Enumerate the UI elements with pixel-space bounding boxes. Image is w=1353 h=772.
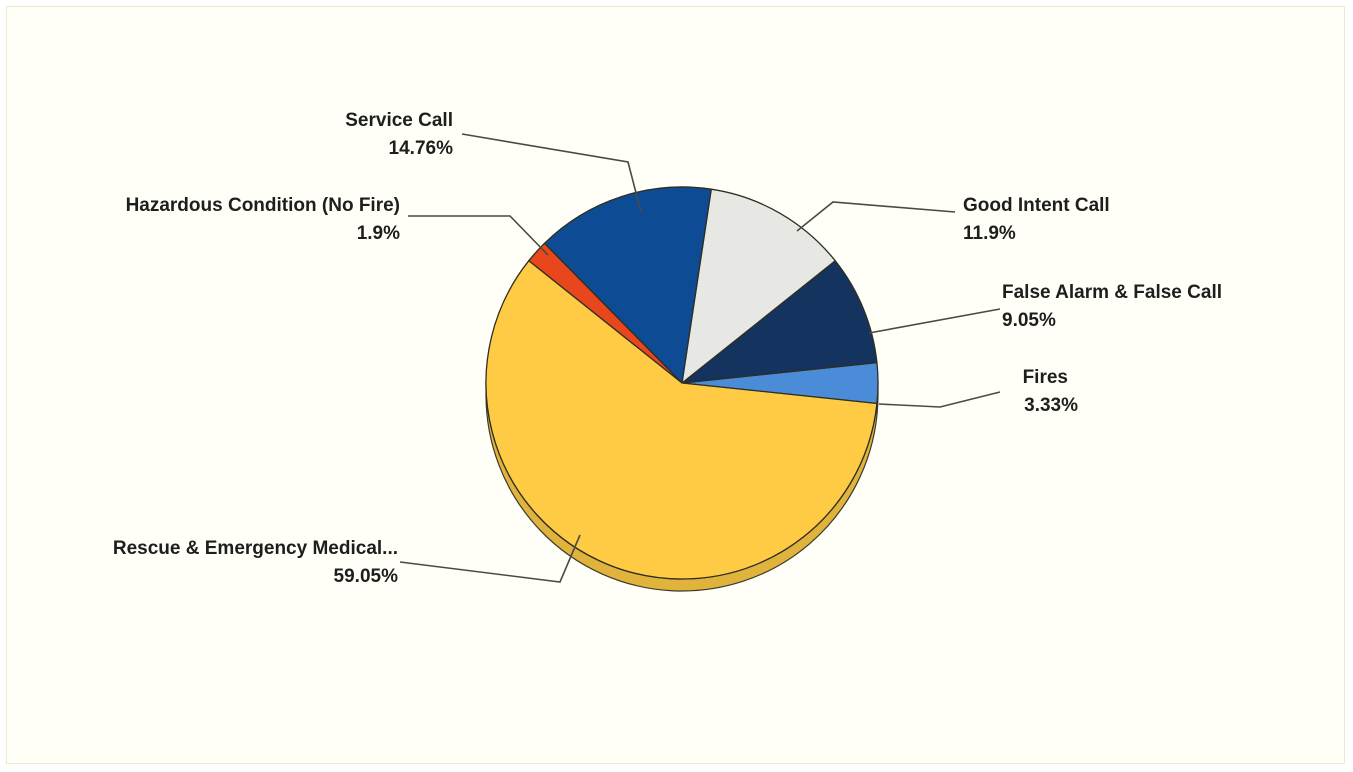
leader-line <box>796 201 956 232</box>
slice-label-value: 3.33% <box>1024 395 1078 416</box>
slice-label-name: Service Call <box>345 110 453 131</box>
slice-label-value: 11.9% <box>963 223 1016 244</box>
slice-labels: Fires 3.33% False Alarm & False Call 9.05% G… <box>113 110 1222 587</box>
pie-slice <box>485 260 878 580</box>
slice-label-value: 59.05% <box>334 566 399 587</box>
pie-slice <box>681 188 836 384</box>
leader-line <box>399 534 581 583</box>
pie-slices <box>485 186 879 580</box>
slice-label-name: False Alarm & False Call <box>1002 282 1222 303</box>
slice-label-value: 1.9% <box>357 223 400 244</box>
pie-slice <box>681 260 878 384</box>
leader-line <box>868 308 1001 334</box>
pie-slice <box>543 186 712 384</box>
leader-line <box>461 133 642 213</box>
leader-line <box>408 215 549 256</box>
slice-label-name: Hazardous Condition (No Fire) <box>126 195 400 216</box>
slice-label-value: 14.76% <box>389 138 454 159</box>
slice-label-value: 9.05% <box>1002 310 1056 331</box>
leader-lines <box>399 133 1001 583</box>
slice-label-name: Rescue & Emergency Medical... <box>113 538 398 559</box>
leader-line <box>878 391 1001 408</box>
slice-label-name: Fires <box>1023 367 1068 388</box>
slice-label-name: Good Intent Call <box>963 195 1110 216</box>
